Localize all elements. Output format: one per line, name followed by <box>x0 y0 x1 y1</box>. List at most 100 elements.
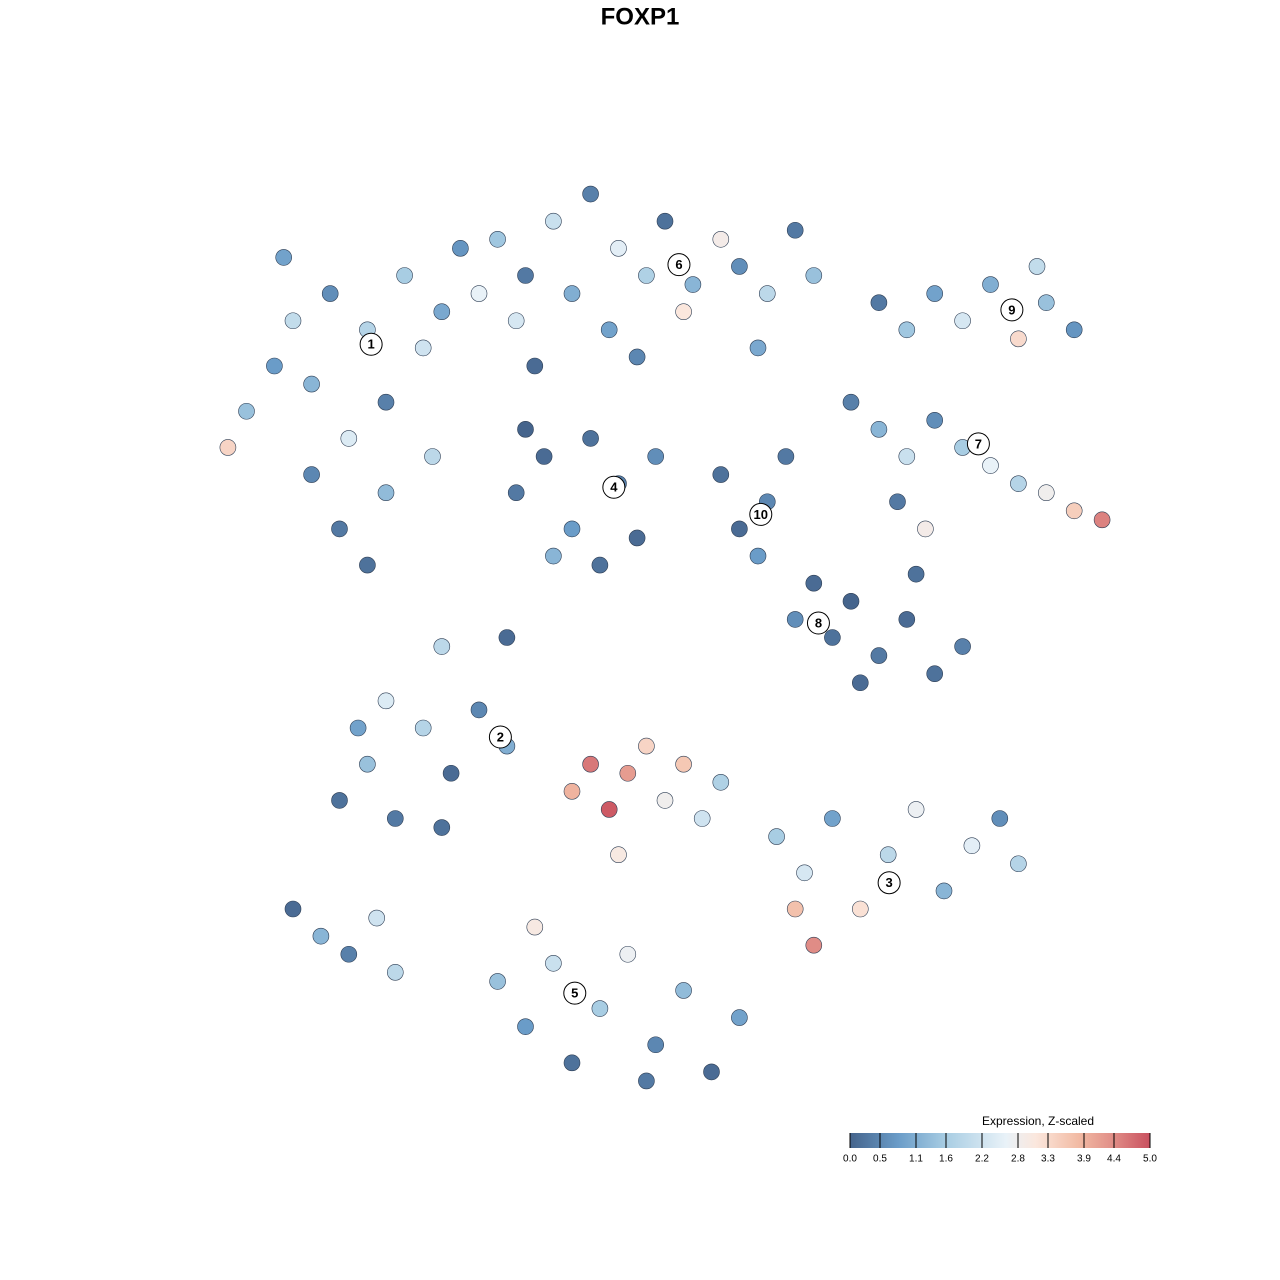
point <box>1038 294 1055 311</box>
point <box>517 267 534 284</box>
point <box>898 448 916 465</box>
point <box>582 185 599 203</box>
point <box>870 421 888 438</box>
cluster-label: 7 <box>975 436 982 451</box>
cluster-marker <box>806 611 830 635</box>
point <box>442 764 460 782</box>
cluster-marker <box>1000 298 1024 322</box>
point <box>954 312 971 330</box>
point <box>545 954 562 972</box>
point <box>340 430 358 447</box>
point <box>731 520 748 538</box>
colorbar-tick-label: 1.6 <box>939 1154 953 1165</box>
point <box>656 212 674 230</box>
point <box>851 674 869 692</box>
point <box>535 448 553 465</box>
point <box>582 430 599 447</box>
cluster-marker <box>602 475 626 499</box>
point <box>582 755 599 773</box>
point <box>926 285 944 302</box>
point <box>1010 855 1027 873</box>
point <box>712 773 730 791</box>
colorbar-tick-label: 2.8 <box>1011 1154 1025 1165</box>
colorbar-tick-label: 5.0 <box>1143 1154 1157 1165</box>
point <box>433 303 451 321</box>
point <box>842 592 860 610</box>
cluster-label: 2 <box>497 729 504 744</box>
point <box>684 276 702 293</box>
point <box>563 520 581 538</box>
point <box>238 402 255 420</box>
point <box>675 303 692 321</box>
point <box>591 556 609 574</box>
point <box>907 801 925 818</box>
colorbar-tick-label: 0.5 <box>873 1154 887 1165</box>
point <box>433 638 451 655</box>
colorbar <box>850 1133 1150 1148</box>
point <box>749 339 767 357</box>
point <box>786 611 804 628</box>
point <box>731 258 748 275</box>
point <box>526 357 544 375</box>
colorbar-title: Expression, Z-scaled <box>982 1114 1094 1128</box>
point <box>1028 258 1046 275</box>
point <box>693 810 711 827</box>
cluster-label: 9 <box>1008 302 1015 317</box>
point <box>349 719 367 737</box>
point <box>331 520 348 538</box>
point <box>1038 484 1055 502</box>
point <box>359 556 376 574</box>
point <box>452 240 469 257</box>
point <box>303 466 320 483</box>
point <box>647 448 665 465</box>
point <box>414 719 432 737</box>
point <box>303 375 320 393</box>
point <box>386 964 404 981</box>
cluster-label: 5 <box>571 986 578 1001</box>
point <box>628 348 646 366</box>
cluster-marker <box>966 432 990 456</box>
point <box>889 493 906 511</box>
point <box>610 240 627 257</box>
point <box>982 276 999 293</box>
point <box>507 312 525 330</box>
point <box>935 882 953 900</box>
cluster-marker <box>563 981 587 1005</box>
point <box>805 574 823 592</box>
point <box>1065 502 1083 520</box>
point <box>851 900 869 918</box>
cluster-marker <box>667 253 691 277</box>
cluster-marker <box>749 502 773 526</box>
point <box>619 764 637 782</box>
point <box>786 900 804 918</box>
cluster-label: 4 <box>610 480 618 495</box>
point <box>498 629 516 646</box>
point <box>805 936 823 954</box>
point <box>758 285 776 302</box>
point <box>368 909 386 927</box>
point <box>517 421 534 438</box>
colorbar-tick-label: 0.0 <box>843 1154 857 1165</box>
point <box>824 810 841 827</box>
point <box>275 249 293 266</box>
colorbar-tick-label: 2.2 <box>975 1154 989 1165</box>
point <box>377 692 395 710</box>
point <box>340 945 358 963</box>
point <box>284 900 302 918</box>
colorbar-tick-label: 1.1 <box>909 1154 923 1165</box>
point <box>396 267 413 284</box>
point <box>563 1054 581 1072</box>
point <box>433 819 451 836</box>
point <box>545 547 562 565</box>
point <box>675 982 692 999</box>
point <box>545 212 562 230</box>
cluster-marker <box>359 332 383 356</box>
point <box>917 520 934 538</box>
point <box>731 1009 748 1026</box>
point <box>563 285 581 302</box>
point <box>526 918 544 936</box>
point <box>266 357 283 375</box>
point <box>638 1072 655 1090</box>
colorbar-tick-label: 3.3 <box>1041 1154 1055 1165</box>
